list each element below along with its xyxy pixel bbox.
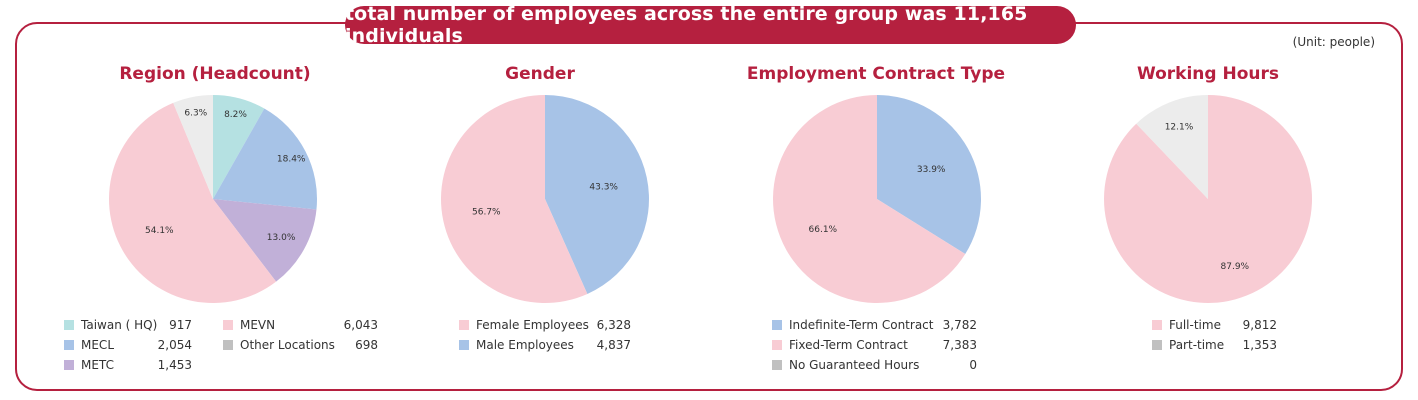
slice-label-metc: 13.0% [267,233,296,243]
legend-label: MEVN [240,318,276,332]
headline-banner: total number of employees across the ent… [345,3,1076,47]
legend-item-full-time: Full-time 9,812 [1152,318,1277,332]
legend-swatch [1152,320,1162,330]
legend-item-female-employees: Female Employees 6,328 [459,318,631,332]
legend-value: 1,453 [157,358,192,372]
slice-label-male-employees: 43.3% [589,183,618,193]
slice-label-other-locations: 6.3% [184,109,207,119]
legend-item-mecl: MECL 2,054 [64,338,192,352]
legend-swatch [64,320,74,330]
legend-value: 1,353 [1242,338,1277,352]
legend-label: No Guaranteed Hours [789,358,920,372]
legend-value: 9,812 [1242,318,1277,332]
legend-swatch [64,360,74,370]
pie-slice-mecl [213,108,318,210]
legend-swatch [459,340,469,350]
legend-contract: Indefinite-Term Contract 3,782 Fixed-Term … [772,318,982,378]
legend-swatch [1152,340,1162,350]
slice-label-part-time: 12.1% [1165,123,1194,133]
pie-slice-indefinite-term-contract [877,95,982,255]
legend-label: Indefinite-Term Contract [789,318,934,332]
legend-label: METC [81,358,114,372]
pie-slice-part-time [1136,95,1208,199]
unit-label: (Unit: people) [1292,35,1375,49]
legend-region: Taiwan ( HQ) 917 MEVN 6,043 MECL 2,054 Other L… [64,318,384,378]
legend-label: Other Locations [240,338,335,352]
pie-slice-metc [213,199,317,282]
slice-label-mecl: 18.4% [277,155,306,165]
legend-value: 7,383 [942,338,977,352]
pie-slice-fixed-term-contract [773,95,966,303]
legend-item-male-employees: Male Employees 4,837 [459,338,631,352]
legend-value: 4,837 [596,338,631,352]
slice-label-taiwan-hq: 8.2% [224,110,247,120]
pie-chart-gender: 43.3% 56.7% [440,95,649,303]
slice-label-full-time: 87.9% [1221,262,1250,272]
chart-title-contract: Employment Contract Type [746,64,1006,84]
legend-working-hours: Full-time 9,812 Part-time 1,353 [1152,318,1282,358]
legend-label: Part-time [1169,338,1225,352]
legend-value: 917 [169,318,192,332]
legend-item-other-locations: Other Locations 698 [223,338,378,352]
legend-swatch [223,340,233,350]
legend-label: Fixed-Term Contract [789,338,908,352]
legend-value: 0 [969,358,977,372]
legend-label: Male Employees [476,338,574,352]
legend-value: 3,782 [942,318,977,332]
legend-swatch [459,320,469,330]
pie-slice-mevn [109,102,277,303]
legend-label: Female Employees [476,318,589,332]
legend-swatch [772,340,782,350]
legend-swatch [223,320,233,330]
slice-label-fixed-term-contract: 66.1% [809,225,838,235]
legend-item-mevn: MEVN 6,043 [223,318,378,332]
slice-label-female-employees: 56.7% [472,208,501,218]
legend-item-no-guaranteed-hours: No Guaranteed Hours 0 [772,358,977,372]
legend-swatch [772,360,782,370]
legend-label: MECL [81,338,114,352]
pie-chart-region: 8.2% 18.4% 13.0% 54.1% 6.3% [109,95,318,303]
pie-slice-other-locations [173,95,213,199]
pie-slice-taiwan-hq [213,95,265,199]
legend-value: 6,043 [343,318,378,332]
legend-item-fixed-term-contract: Fixed-Term Contract 7,383 [772,338,977,352]
pie-chart-contract: 33.9% 66.1% [773,95,982,303]
slice-label-mevn: 54.1% [145,226,174,236]
legend-gender: Female Employees 6,328 Male Employees 4,837 [459,318,639,358]
chart-title-working-hours: Working Hours [1136,64,1280,84]
legend-item-taiwan-hq: Taiwan ( HQ) 917 [64,318,192,332]
pie-slice-full-time [1104,95,1313,303]
chart-title-gender: Gender [505,64,575,84]
legend-item-metc: METC 1,453 [64,358,192,372]
pie-chart-working-hours: 87.9% 12.1% [1104,95,1313,303]
legend-value: 698 [355,338,378,352]
legend-swatch [64,340,74,350]
legend-label: Taiwan ( HQ) [81,318,158,332]
legend-label: Full-time [1169,318,1221,332]
slice-label-indefinite-term-contract: 33.9% [917,165,946,175]
legend-value: 2,054 [157,338,192,352]
legend-item-indefinite-term-contract: Indefinite-Term Contract 3,782 [772,318,977,332]
pie-slice-male-employees [545,95,649,294]
legend-item-part-time: Part-time 1,353 [1152,338,1277,352]
legend-value: 6,328 [596,318,631,332]
chart-title-region: Region (Headcount) [119,64,311,84]
legend-swatch [772,320,782,330]
pie-slice-female-employees [440,95,588,303]
